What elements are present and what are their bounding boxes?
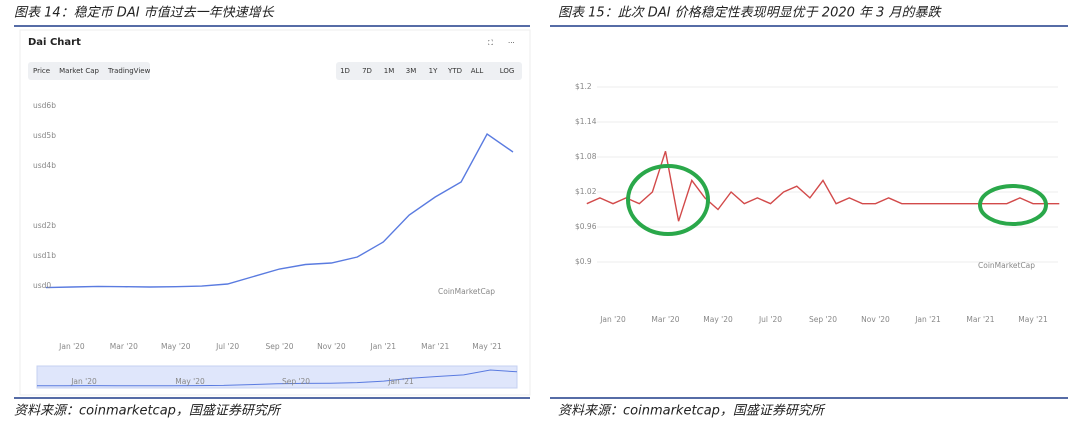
source: 资料来源：coinmarketcap，国盛证券研究所 xyxy=(558,403,826,419)
range-button[interactable]: 1M xyxy=(384,67,395,75)
highlight-circle xyxy=(626,164,710,236)
x-tick-label: Jan '20 xyxy=(58,342,85,351)
navigator-label: Sep '20 xyxy=(282,377,310,386)
x-tick-label: Mar '20 xyxy=(651,315,679,324)
x-tick-label: Jan '20 xyxy=(599,315,626,324)
more-icon[interactable]: ··· xyxy=(508,39,515,47)
x-tick-label: Mar '20 xyxy=(110,342,138,351)
navigator[interactable] xyxy=(36,365,518,389)
range-button[interactable]: LOG xyxy=(500,67,515,75)
x-tick-label: May '20 xyxy=(161,342,191,351)
watermark: CoinMarketCap xyxy=(978,261,1035,270)
range-button[interactable]: 1Y xyxy=(429,67,438,75)
range-button[interactable]: 1D xyxy=(340,67,350,75)
y-tick-label: usd4b xyxy=(33,161,56,170)
navigator-label: Jan '20 xyxy=(70,377,97,386)
x-tick-label: Nov '20 xyxy=(317,342,346,351)
x-tick-label: Jul '20 xyxy=(758,315,782,324)
range-button[interactable]: YTD xyxy=(447,67,462,75)
navigator-label: Jan '21 xyxy=(387,377,414,386)
range-group[interactable] xyxy=(336,62,522,80)
y-tick-label: usd6b xyxy=(33,101,56,110)
y-tick-label: usd0 xyxy=(33,281,51,290)
y-tick-label: $1.2 xyxy=(575,82,592,91)
figure-title: 图表 15：此次 DAI 价格稳定性表现明显优于 2020 年 3 月的暴跌 xyxy=(558,5,943,21)
range-button[interactable]: ALL xyxy=(471,67,484,75)
x-tick-label: Jan '21 xyxy=(369,342,396,351)
figure-title: 图表 14：稳定币 DAI 市值过去一年快速增长 xyxy=(14,5,275,21)
y-tick-label: usd5b xyxy=(33,131,56,140)
tab[interactable]: TradingView xyxy=(107,67,151,75)
tab-group[interactable] xyxy=(28,62,150,80)
x-tick-label: Mar '21 xyxy=(421,342,449,351)
y-tick-label: usd1b xyxy=(33,251,56,260)
y-tick-label: $1.02 xyxy=(575,187,597,196)
y-tick-label: $1.14 xyxy=(575,117,597,126)
x-tick-label: Sep '20 xyxy=(265,342,293,351)
source: 资料来源：coinmarketcap，国盛证券研究所 xyxy=(14,403,282,419)
y-tick-label: usd2b xyxy=(33,221,56,230)
card xyxy=(19,29,531,396)
y-tick-label: $1.08 xyxy=(575,152,597,161)
watermark: CoinMarketCap xyxy=(438,287,495,296)
y-tick-label: $0.9 xyxy=(575,257,592,266)
x-tick-label: Nov '20 xyxy=(861,315,890,324)
tab[interactable]: Market Cap xyxy=(59,67,99,75)
x-tick-label: Sep '20 xyxy=(809,315,837,324)
x-tick-label: May '20 xyxy=(703,315,733,324)
navigator-line xyxy=(36,369,518,387)
x-tick-label: Jan '21 xyxy=(914,315,941,324)
line xyxy=(586,150,1060,222)
x-tick-label: Mar '21 xyxy=(966,315,994,324)
navigator-label: May '20 xyxy=(175,377,205,386)
highlight-circle xyxy=(978,184,1048,226)
x-tick-label: May '21 xyxy=(472,342,502,351)
x-tick-label: May '21 xyxy=(1018,315,1048,324)
tab[interactable]: Price xyxy=(33,67,50,75)
line xyxy=(45,132,514,289)
fullscreen-icon[interactable]: ⛶ xyxy=(488,39,493,47)
y-tick-label: $0.96 xyxy=(575,222,597,231)
x-tick-label: Jul '20 xyxy=(215,342,239,351)
chart-heading: Dai Chart xyxy=(28,37,81,48)
range-button[interactable]: 7D xyxy=(362,67,372,75)
range-button[interactable]: 3M xyxy=(406,67,417,75)
